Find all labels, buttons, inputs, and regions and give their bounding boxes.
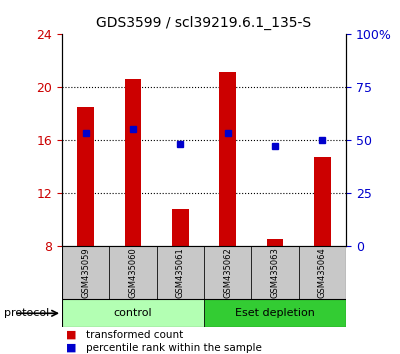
- Text: control: control: [114, 308, 152, 318]
- Bar: [157, 246, 204, 299]
- Bar: [62, 299, 204, 327]
- Text: GSM435059: GSM435059: [81, 247, 90, 298]
- Bar: [251, 246, 299, 299]
- Bar: [62, 246, 109, 299]
- Bar: [314, 157, 331, 246]
- Bar: [299, 246, 346, 299]
- Text: GSM435062: GSM435062: [223, 247, 232, 298]
- Bar: [109, 246, 157, 299]
- Bar: [204, 246, 251, 299]
- Bar: [204, 299, 346, 327]
- Text: GSM435063: GSM435063: [270, 247, 280, 298]
- Text: transformed count: transformed count: [86, 330, 183, 339]
- Bar: [172, 209, 189, 246]
- Text: ■: ■: [66, 343, 76, 353]
- Text: protocol: protocol: [4, 308, 49, 318]
- Title: GDS3599 / scl39219.6.1_135-S: GDS3599 / scl39219.6.1_135-S: [96, 16, 312, 30]
- Bar: [219, 72, 236, 246]
- Text: percentile rank within the sample: percentile rank within the sample: [86, 343, 262, 353]
- Bar: [267, 239, 283, 246]
- Bar: [77, 107, 94, 246]
- Text: Eset depletion: Eset depletion: [235, 308, 315, 318]
- Text: GSM435064: GSM435064: [318, 247, 327, 298]
- Text: ■: ■: [66, 330, 76, 339]
- Text: GSM435061: GSM435061: [176, 247, 185, 298]
- Bar: [125, 79, 141, 246]
- Text: GSM435060: GSM435060: [128, 247, 138, 298]
